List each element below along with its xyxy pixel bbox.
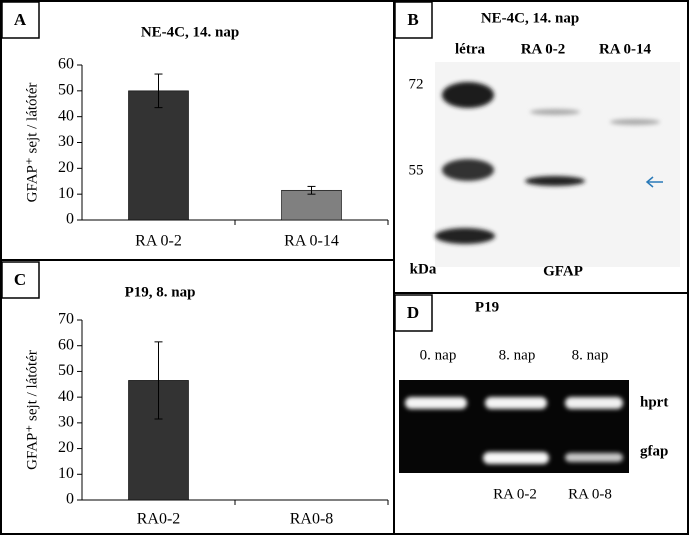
panel-label: A <box>14 10 27 29</box>
band-label: gfap <box>640 443 668 459</box>
y-tick-label: 0 <box>66 491 74 508</box>
marker-label: 72 <box>409 76 424 92</box>
panel-label-box <box>394 1 433 39</box>
lane-label: RA 0-2 <box>521 41 566 57</box>
ladder-band <box>442 159 494 181</box>
chart-title: P19, 8. nap <box>125 284 196 300</box>
blot-label: GFAP <box>543 263 583 279</box>
x-tick-label: RA0-8 <box>290 511 334 528</box>
x-tick-label: RA 0-2 <box>135 233 182 250</box>
y-axis-label: GFAP⁺ sejt / látótér <box>24 83 40 203</box>
panel-label-box <box>1 1 40 39</box>
gel-title: P19 <box>475 299 499 315</box>
y-tick-label: 20 <box>58 439 74 456</box>
x-tick-label: RA 0-14 <box>284 233 339 250</box>
panel-label-box <box>394 294 433 332</box>
y-tick-label: 30 <box>58 414 74 431</box>
y-tick-label: 50 <box>58 82 74 99</box>
lane-label: 8. nap <box>499 347 536 363</box>
marker-label: 55 <box>409 162 424 178</box>
hprt-band <box>485 397 547 409</box>
bar <box>128 90 189 221</box>
y-tick-label: 60 <box>58 336 74 353</box>
ladder-band <box>442 82 494 108</box>
y-tick-label: 20 <box>58 159 74 176</box>
lane-label: létra <box>455 41 485 57</box>
gfap-band <box>525 176 585 186</box>
y-tick-label: 40 <box>58 107 74 124</box>
y-tick-label: 60 <box>58 56 74 73</box>
gfap-band <box>565 453 623 462</box>
y-tick-label: 70 <box>58 311 74 328</box>
hprt-band <box>565 397 623 409</box>
ladder-band <box>435 228 495 244</box>
y-axis-label: GFAP⁺ sejt / látótér <box>24 350 40 470</box>
blot-title: NE-4C, 14. nap <box>481 10 579 26</box>
hprt-band <box>405 397 467 409</box>
lane-label: 8. nap <box>572 347 609 363</box>
lane-label: RA 0-14 <box>599 41 652 57</box>
y-tick-label: 40 <box>58 388 74 405</box>
condition-label: RA 0-2 <box>493 486 537 502</box>
panel-label: D <box>407 303 419 322</box>
faint-band <box>530 109 580 115</box>
y-tick-label: 50 <box>58 362 74 379</box>
panel-label: C <box>14 270 26 289</box>
y-tick-label: 10 <box>58 465 74 482</box>
gel-bands <box>405 397 623 464</box>
panel-label-box <box>1 261 40 299</box>
lane-label: 0. nap <box>420 347 457 363</box>
unit-label: kDa <box>410 261 437 277</box>
gfap-band <box>483 452 549 464</box>
y-tick-label: 10 <box>58 185 74 202</box>
arrow-head <box>645 176 654 188</box>
y-tick-label: 0 <box>66 211 74 228</box>
blot-bands <box>435 82 660 244</box>
condition-label: RA 0-8 <box>568 486 612 502</box>
x-tick-label: RA0-2 <box>137 511 181 528</box>
band-label: hprt <box>640 394 668 410</box>
bar <box>281 189 342 221</box>
faint-band <box>610 119 660 125</box>
chart-title: NE-4C, 14. nap <box>141 24 239 40</box>
y-tick-label: 30 <box>58 133 74 150</box>
panel-label: B <box>407 10 418 29</box>
